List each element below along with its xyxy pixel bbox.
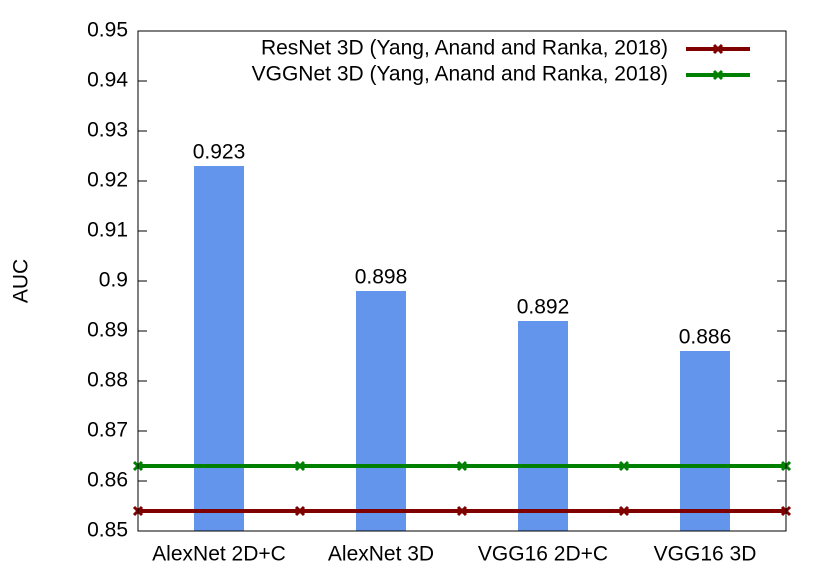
line-marker <box>294 505 306 517</box>
line-marker <box>456 460 468 472</box>
bar <box>680 351 730 531</box>
y-tick-label: 0.9 <box>99 269 128 292</box>
y-tick-label: 0.94 <box>87 69 128 92</box>
line-marker <box>712 69 724 81</box>
x-tick-label: VGG16 3D <box>654 543 757 566</box>
y-tick-label: 0.89 <box>87 319 128 342</box>
y-tick-label: 0.93 <box>87 119 128 142</box>
y-tick-label: 0.87 <box>87 419 128 442</box>
value-label: 0.923 <box>193 141 246 164</box>
bar <box>194 166 244 531</box>
value-label: 0.892 <box>517 296 570 319</box>
y-tick-label: 0.92 <box>87 169 128 192</box>
bar <box>356 291 406 531</box>
y-axis-label: AUC <box>10 259 33 303</box>
value-label: 0.898 <box>355 266 408 289</box>
line-marker <box>456 505 468 517</box>
line-marker <box>712 43 724 55</box>
x-tick-label: VGG16 2D+C <box>478 543 608 566</box>
bar <box>518 321 568 531</box>
legend-label: ResNet 3D (Yang, Anand and Ranka, 2018) <box>261 37 668 60</box>
y-tick-label: 0.88 <box>87 369 128 392</box>
y-tick-label: 0.91 <box>87 219 128 242</box>
legend-label: VGGNet 3D (Yang, Anand and Ranka, 2018) <box>252 63 668 86</box>
x-tick-label: AlexNet 2D+C <box>152 543 286 566</box>
y-tick-label: 0.95 <box>87 19 128 42</box>
line-marker <box>294 460 306 472</box>
line-marker <box>618 505 630 517</box>
y-tick-label: 0.85 <box>87 519 128 542</box>
plot-border <box>137 30 787 532</box>
value-label: 0.886 <box>679 326 732 349</box>
line-marker <box>618 460 630 472</box>
y-tick-label: 0.86 <box>87 469 128 492</box>
x-tick-label: AlexNet 3D <box>328 543 434 566</box>
